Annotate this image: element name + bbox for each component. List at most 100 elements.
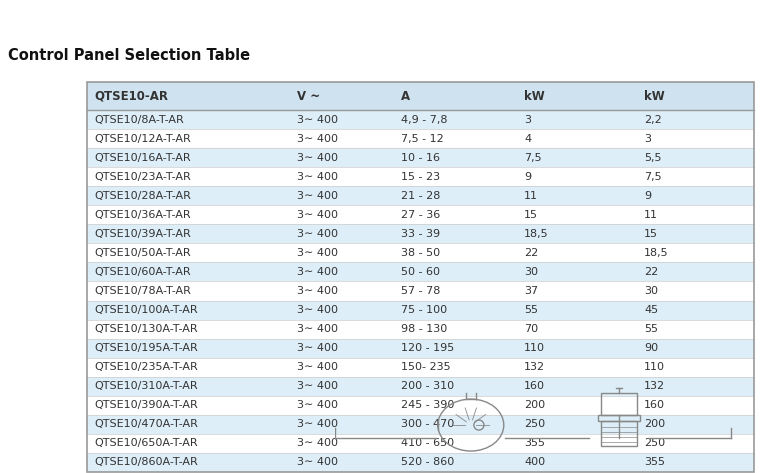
Text: 45: 45 [645,305,658,315]
Text: 98 - 130: 98 - 130 [401,324,447,334]
Text: QTSE10/60A-T-AR: QTSE10/60A-T-AR [94,267,190,277]
Text: 160: 160 [645,400,665,410]
Text: 200: 200 [645,420,665,429]
Text: 3∼ 400: 3∼ 400 [298,286,339,296]
Text: 132: 132 [524,362,546,372]
Text: 9: 9 [524,172,531,182]
Bar [87,415,754,434]
Text: 15: 15 [524,210,538,220]
Bar [597,415,640,421]
Bar [87,434,754,453]
Text: QTSE10/235A-T-AR: QTSE10/235A-T-AR [94,362,198,372]
Text: 250: 250 [524,420,546,429]
Text: 3∼ 400: 3∼ 400 [298,400,339,410]
Text: QTSE10/39A-T-AR: QTSE10/39A-T-AR [94,229,191,239]
Text: 30: 30 [645,286,658,296]
Bar [87,110,754,129]
Text: QTSE10/8A-T-AR: QTSE10/8A-T-AR [94,114,183,124]
Text: Control Panel Selection Table: Control Panel Selection Table [8,47,250,62]
Text: 520 - 860: 520 - 860 [401,457,454,467]
Text: 2,2: 2,2 [645,114,662,124]
Bar [87,320,754,339]
Text: 3∼ 400: 3∼ 400 [298,457,339,467]
Text: 90: 90 [645,343,658,353]
Text: QTSE10/470A-T-AR: QTSE10/470A-T-AR [94,420,198,429]
Text: 55: 55 [645,324,658,334]
Text: 5,5: 5,5 [645,153,662,163]
Text: 355: 355 [524,438,545,448]
Text: 3∼ 400: 3∼ 400 [298,381,339,391]
Text: 3∼ 400: 3∼ 400 [298,343,339,353]
Bar [87,129,754,148]
Text: A: A [401,89,410,103]
Text: 10 - 16: 10 - 16 [401,153,440,163]
Text: 410 - 650: 410 - 650 [401,438,454,448]
Text: 355: 355 [645,457,665,467]
Text: 3∼ 400: 3∼ 400 [298,362,339,372]
Bar [87,396,754,415]
Bar [87,224,754,244]
Bar [600,393,637,415]
Text: QTSE10/100A-T-AR: QTSE10/100A-T-AR [94,305,198,315]
Text: 3∼ 400: 3∼ 400 [298,191,339,201]
Bar [87,358,754,377]
Text: 11: 11 [524,191,538,201]
Text: 3: 3 [524,114,531,124]
Text: 3∼ 400: 3∼ 400 [298,248,339,258]
Text: 7,5: 7,5 [645,172,662,182]
Text: 150- 235: 150- 235 [401,362,451,372]
Bar [87,148,754,167]
Bar [87,82,754,110]
Text: 3∼ 400: 3∼ 400 [298,114,339,124]
Text: 110: 110 [645,362,665,372]
Text: 37: 37 [524,286,538,296]
Text: 300 - 470: 300 - 470 [401,420,454,429]
Text: kW: kW [645,89,665,103]
Bar [87,186,754,205]
Bar [87,281,754,300]
Text: 3∼ 400: 3∼ 400 [298,324,339,334]
Text: QTSE10/36A-T-AR: QTSE10/36A-T-AR [94,210,190,220]
Text: 3∼ 400: 3∼ 400 [298,267,339,277]
Text: 22: 22 [524,248,539,258]
Text: 3∼ 400: 3∼ 400 [298,133,339,144]
Bar [87,300,754,320]
Text: 21 - 28: 21 - 28 [401,191,440,201]
Bar [600,421,637,446]
Bar [87,339,754,358]
Text: kW: kW [524,89,545,103]
Text: 18,5: 18,5 [524,229,549,239]
Text: 3∼ 400: 3∼ 400 [298,153,339,163]
Text: 200 - 310: 200 - 310 [401,381,454,391]
Bar [87,453,754,472]
Text: 3∼ 400: 3∼ 400 [298,420,339,429]
Text: 3: 3 [645,133,651,144]
Text: 160: 160 [524,381,545,391]
Text: QTSE10/195A-T-AR: QTSE10/195A-T-AR [94,343,198,353]
Text: QTSE10/310A-T-AR: QTSE10/310A-T-AR [94,381,198,391]
Text: 50 - 60: 50 - 60 [401,267,440,277]
Text: QTSE10/28A-T-AR: QTSE10/28A-T-AR [94,191,191,201]
Text: 132: 132 [645,381,665,391]
Text: QTSE10/23A-T-AR: QTSE10/23A-T-AR [94,172,191,182]
Text: QTSE10/860A-T-AR: QTSE10/860A-T-AR [94,457,198,467]
Text: 7,5 - 12: 7,5 - 12 [401,133,444,144]
Text: 11: 11 [645,210,658,220]
Text: QTSE10/130A-T-AR: QTSE10/130A-T-AR [94,324,198,334]
Bar [87,263,754,281]
Bar [87,244,754,263]
Text: 33 - 39: 33 - 39 [401,229,440,239]
Text: 250: 250 [645,438,665,448]
Text: 15 - 23: 15 - 23 [401,172,440,182]
Text: 75 - 100: 75 - 100 [401,305,447,315]
Text: 3∼ 400: 3∼ 400 [298,305,339,315]
Bar [87,82,754,472]
Text: 30: 30 [524,267,538,277]
Text: QTSE10-AR: QTSE10-AR [94,89,168,103]
Text: 15: 15 [645,229,658,239]
Text: QTSE10/12A-T-AR: QTSE10/12A-T-AR [94,133,191,144]
Text: 3∼ 400: 3∼ 400 [298,438,339,448]
Text: 4: 4 [524,133,531,144]
Text: 18,5: 18,5 [645,248,669,258]
Text: QTSE10/16A-T-AR: QTSE10/16A-T-AR [94,153,190,163]
